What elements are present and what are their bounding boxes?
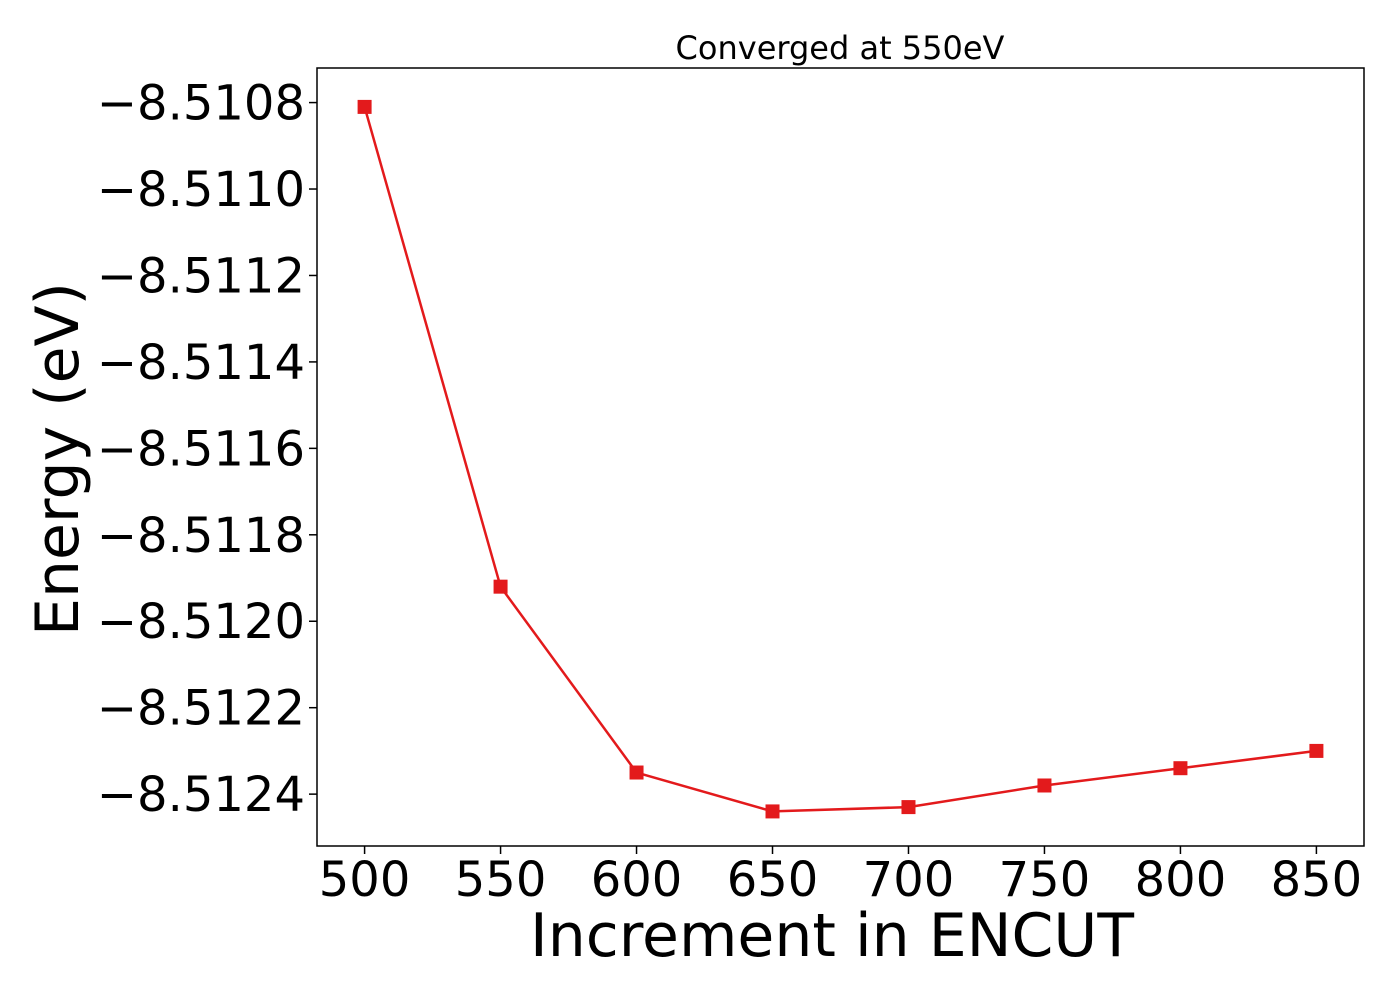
y-tick-label: −8.5108 (97, 76, 305, 132)
x-tick-label: 600 (591, 852, 683, 908)
x-tick-label: 750 (999, 852, 1091, 908)
x-tick-label: 850 (1271, 852, 1363, 908)
y-tick-label: −8.5112 (97, 248, 305, 304)
x-tick-label: 700 (863, 852, 955, 908)
y-tick-label: −8.5114 (97, 335, 305, 391)
chart-title: Converged at 550eV (676, 29, 1005, 67)
y-axis-ticks: −8.5108 −8.5110 −8.5112 −8.5114 −8.5116 −8.51… (97, 76, 317, 823)
data-point-550 (493, 579, 508, 594)
x-axis-label: Increment in ENCUT (530, 901, 1134, 971)
y-tick-label: −8.5122 (97, 681, 305, 737)
data-point-600 (629, 765, 644, 780)
y-tick-label: −8.5124 (97, 767, 305, 823)
data-point-700 (901, 800, 916, 815)
data-point-750 (1037, 778, 1052, 793)
plot-frame (316, 67, 1365, 847)
data-point-800 (1173, 761, 1188, 776)
data-point-650 (765, 804, 780, 819)
series-layer (357, 99, 1324, 819)
x-axis-ticks: 500 550 600 650 700 750 800 850 (319, 846, 1362, 908)
y-tick-label: −8.5120 (97, 594, 305, 650)
x-tick-label: 500 (319, 852, 411, 908)
x-tick-label: 550 (455, 852, 547, 908)
x-tick-label: 800 (1135, 852, 1227, 908)
y-axis-label: Energy (eV) (23, 282, 93, 636)
y-tick-label: −8.5116 (97, 421, 305, 477)
y-tick-label: −8.5110 (97, 162, 305, 218)
x-tick-label: 650 (727, 852, 819, 908)
data-point-500 (357, 99, 372, 114)
series-line (363, 106, 1317, 813)
data-point-850 (1309, 743, 1324, 758)
y-tick-label: −8.5118 (97, 508, 305, 564)
